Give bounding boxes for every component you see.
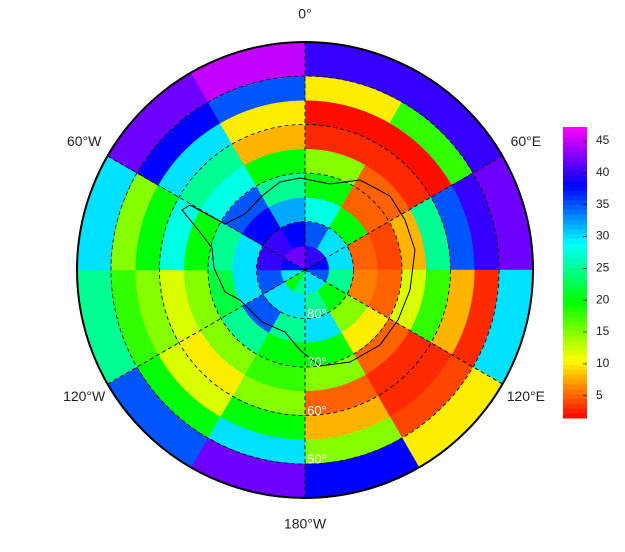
colorbar-swatch	[563, 311, 587, 317]
colorbar-swatch	[563, 321, 587, 327]
lat-label: 80°	[307, 306, 327, 321]
lon-label: 120°E	[507, 388, 545, 404]
colorbar-swatch	[563, 243, 587, 249]
lon-label: 120°W	[63, 388, 106, 404]
colorbar-swatch	[563, 345, 587, 351]
colorbar-swatch	[563, 131, 587, 138]
colorbar-swatch	[563, 190, 587, 196]
lon-grid-line	[107, 155, 306, 271]
colorbar-swatch	[563, 146, 587, 152]
colorbar-swatch	[563, 403, 587, 409]
colorbar-swatch	[563, 379, 587, 385]
colorbar-swatch	[563, 393, 587, 400]
labels: 80° 70° 60° 50° 0° 60°E 120°E 180°W 120°W 60°W	[63, 6, 545, 532]
colorbar-swatch	[563, 316, 587, 322]
colorbar-swatch	[563, 136, 587, 143]
colorbar-swatch	[563, 127, 587, 133]
lon-label: 180°W	[284, 516, 327, 532]
data-field	[77, 42, 533, 498]
lat-label: 50°	[307, 451, 327, 466]
lon-label: 0°	[298, 6, 311, 22]
colorbar-swatch	[563, 224, 587, 230]
colorbar-tick-label: 20	[596, 292, 610, 306]
colorbar-swatch	[563, 325, 587, 332]
colorbar-tick-label: 10	[596, 356, 610, 370]
colorbar-swatch	[563, 214, 587, 220]
colorbar-swatch	[563, 335, 587, 341]
colorbar-swatch	[563, 228, 587, 235]
colorbar-swatch	[563, 350, 587, 356]
lat-label: 60°	[307, 403, 327, 418]
lon-label: 60°E	[511, 133, 542, 149]
lat-grid-line	[256, 221, 354, 319]
colorbar-swatch	[563, 257, 587, 264]
colorbar-swatch	[563, 398, 587, 404]
lon-label: 60°W	[67, 133, 102, 149]
colorbar-tick-label: 15	[596, 324, 610, 338]
colorbar-swatch	[563, 248, 587, 254]
colorbar-swatch	[563, 170, 587, 176]
colorbar-swatch	[563, 282, 587, 288]
colorbar-swatch	[563, 330, 587, 337]
colorbar-swatch	[563, 277, 587, 283]
colorbar-swatch	[563, 233, 587, 240]
colorbar-swatch	[563, 301, 587, 307]
colorbar-swatch	[563, 204, 587, 210]
colorbar-tick-label: 40	[596, 165, 610, 179]
colorbar-swatch	[563, 287, 587, 293]
colorbar-swatch	[563, 291, 587, 298]
colorbar-swatch	[563, 175, 587, 181]
colorbar-swatch	[563, 408, 587, 414]
colorbar-tick-label: 30	[596, 229, 610, 243]
lat-label: 70°	[307, 354, 327, 369]
colorbar-swatch	[563, 267, 587, 273]
colorbar-swatch	[563, 238, 587, 244]
colorbar-swatch	[563, 199, 587, 206]
colorbar-tick-label: 35	[596, 197, 610, 211]
colorbar-swatch	[563, 413, 587, 419]
colorbar-tick-label: 5	[596, 388, 603, 402]
colorbar-swatch	[563, 384, 587, 390]
colorbar-swatch	[563, 253, 587, 259]
map-boundary	[76, 41, 534, 499]
lat-grid-line	[159, 124, 451, 416]
colorbar-swatch	[563, 306, 587, 312]
colorbar-swatch	[563, 165, 587, 172]
colorbar-swatch	[563, 160, 587, 167]
colorbar-swatch	[563, 262, 587, 269]
colorbar-swatch	[563, 340, 587, 346]
lat-grid-line	[207, 172, 403, 368]
colorbar-swatch	[563, 272, 587, 278]
colorbar-swatch	[563, 219, 587, 225]
colorbar-swatch	[563, 185, 587, 191]
lon-grid-line	[304, 269, 503, 385]
colorbar-tick-label: 45	[596, 133, 610, 147]
colorbar-swatch	[563, 151, 587, 157]
colorbar-tick-label: 25	[596, 261, 610, 275]
colorbar-swatch	[563, 364, 587, 370]
lon-grid-line	[304, 155, 503, 271]
colorbar: 5 10 15 20 25 30 35 40 45	[563, 127, 610, 419]
colorbar-swatch	[563, 369, 587, 375]
colorbar-swatch	[563, 374, 587, 380]
colorbar-swatch	[563, 296, 587, 303]
colorbar-swatch	[563, 354, 587, 361]
colorbar-swatch	[563, 388, 587, 395]
lat-grid-line	[110, 75, 500, 465]
colorbar-swatch	[563, 180, 587, 186]
colorbar-swatch	[563, 156, 587, 162]
colorbar-swatch	[563, 359, 587, 366]
graticule	[107, 42, 503, 498]
colorbar-swatch	[563, 209, 587, 215]
colorbar-swatch	[563, 141, 587, 147]
lon-grid-line	[107, 269, 306, 385]
colorbar-swatch	[563, 194, 587, 201]
